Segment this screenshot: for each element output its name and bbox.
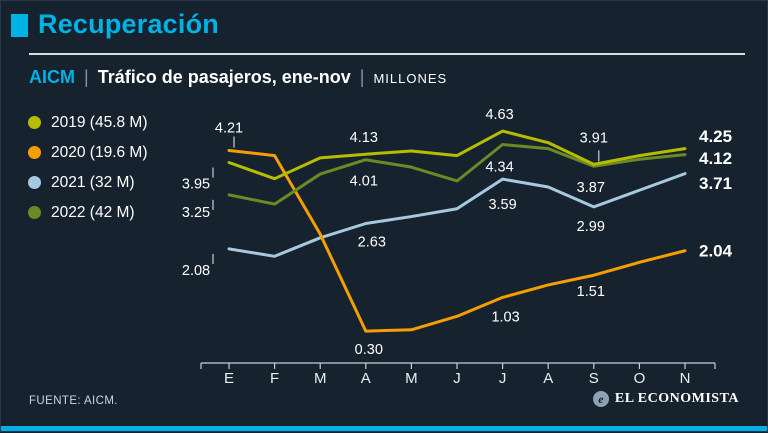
- legend-item-label: 2021 (32 M): [51, 173, 135, 191]
- month-label: J: [453, 370, 461, 387]
- legend-item: 2019 (45.8 M): [28, 112, 148, 133]
- legend-color-dot: [28, 146, 41, 159]
- data-label: 2.63: [358, 234, 386, 250]
- data-label: 4.13: [350, 130, 378, 146]
- chart-subtitle: Tráfico de pasajeros, ene-nov: [97, 67, 351, 87]
- month-label: J: [499, 370, 507, 387]
- el-economista-logo-icon: e: [592, 391, 609, 407]
- month-label: A: [361, 370, 371, 387]
- series-line-2021: [227, 172, 687, 258]
- chart-subtitle-row: AICM | Tráfico de pasajeros, ene-nov | M…: [29, 67, 447, 88]
- chart-units-label: MILLONES: [373, 71, 448, 86]
- data-label: 3.59: [488, 197, 516, 213]
- title-accent-square: [11, 14, 28, 37]
- legend-item-label: 2019 (45.8 M): [51, 113, 148, 131]
- header-divider: [29, 53, 745, 55]
- data-label: 4.01: [350, 174, 378, 190]
- separator-pipe: |: [359, 67, 365, 87]
- data-label: 3.95: [182, 177, 210, 193]
- legend-item-label: 2020 (19.6 M): [51, 143, 148, 161]
- data-label: 3.71: [699, 174, 732, 193]
- chart-kicker: AICM: [29, 67, 75, 87]
- legend-color-dot: [28, 116, 41, 129]
- month-label: M: [405, 370, 418, 387]
- bottom-accent-bar: [1, 426, 767, 431]
- data-label: 1.03: [491, 309, 519, 325]
- month-label: E: [224, 370, 234, 387]
- data-label: 4.12: [699, 149, 732, 168]
- data-label: 4.21: [215, 120, 243, 136]
- source-credit: FUENTE: AICM.: [29, 395, 118, 407]
- data-label: 2.08: [182, 263, 210, 279]
- separator-pipe: |: [84, 67, 89, 87]
- data-label: 0.30: [355, 342, 383, 358]
- data-label: 3.25: [182, 205, 210, 221]
- series-line-2019: [227, 129, 687, 181]
- data-label: 2.99: [577, 219, 605, 235]
- series-line-2022: [227, 142, 687, 206]
- brand-wordmark: EL ECONOMISTA: [614, 391, 739, 406]
- page-title: Recuperación: [38, 9, 219, 39]
- legend: 2019 (45.8 M) 2020 (19.6 M) 2021 (32 M) 202…: [28, 112, 148, 223]
- month-label: M: [314, 370, 327, 387]
- el-economista-logo: e EL ECONOMISTA: [592, 391, 739, 407]
- month-label: O: [634, 370, 646, 387]
- series-line-2020: [227, 148, 687, 333]
- month-label: S: [589, 370, 599, 387]
- month-label: F: [270, 370, 279, 387]
- data-label: 3.91: [580, 130, 608, 146]
- month-label: N: [680, 370, 691, 387]
- data-label: 3.87: [577, 180, 605, 196]
- data-label: 1.51: [577, 284, 605, 300]
- legend-color-dot: [28, 176, 41, 189]
- data-label: 4.34: [485, 159, 513, 175]
- legend-item: 2021 (32 M): [28, 172, 148, 193]
- legend-item-label: 2022 (42 M): [51, 203, 135, 221]
- legend-color-dot: [28, 206, 41, 219]
- legend-item: 2020 (19.6 M): [28, 142, 148, 163]
- data-label: 2.04: [699, 241, 733, 260]
- data-label: 4.25: [699, 127, 732, 146]
- legend-item: 2022 (42 M): [28, 202, 148, 223]
- data-label: 4.63: [485, 107, 513, 123]
- month-label: A: [543, 370, 553, 387]
